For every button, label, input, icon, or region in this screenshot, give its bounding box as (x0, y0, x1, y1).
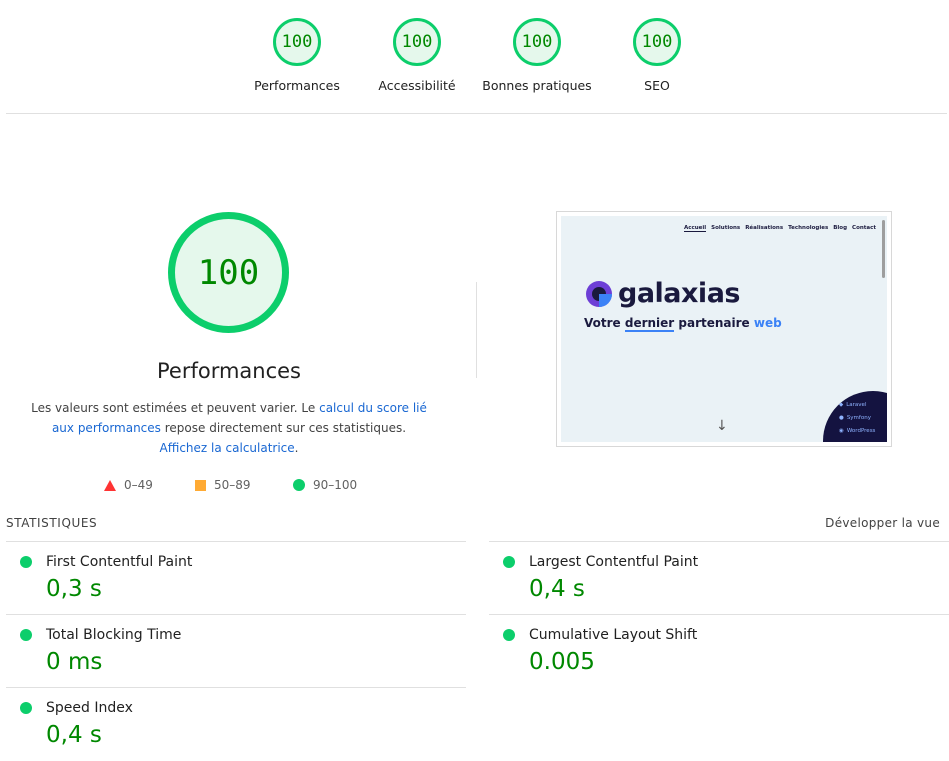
score-legend: 0–49 50–89 90–100 (0, 478, 460, 494)
tagline-text: Votre (584, 316, 625, 330)
metric-first-contentful-paint: First Contentful Paint 0,3 s (6, 542, 466, 614)
desc-text: repose directement sur ces statistiques. (160, 421, 407, 435)
metric-value: 0 ms (46, 649, 103, 675)
gauge-score: 100 (521, 32, 553, 52)
top-divider (6, 113, 947, 114)
calculator-link[interactable]: Affichez la calculatrice (159, 441, 295, 455)
performance-score: 100 (197, 252, 260, 293)
metric-cumulative-layout-shift: Cumulative Layout Shift 0.005 (489, 615, 949, 687)
vertical-divider (476, 282, 477, 378)
laravel-icon: ◆ (839, 402, 844, 408)
galaxias-logo: galaxias (584, 278, 740, 309)
thumbnail-nav-item: Réalisations (745, 225, 784, 231)
galaxias-wordmark: galaxias (618, 278, 740, 309)
thumbnail-nav-item: Blog (833, 225, 848, 231)
legend-range: 50–89 (214, 478, 251, 492)
metric-speed-index: Speed Index 0,4 s (6, 688, 466, 760)
gauge-ring: 100 (273, 18, 321, 66)
pass-circle-icon (20, 702, 32, 714)
gauge-ring: 100 (633, 18, 681, 66)
symfony-icon: ● (839, 415, 844, 421)
metric-total-blocking-time: Total Blocking Time 0 ms (6, 615, 466, 687)
badge-label: Symfony (846, 415, 871, 421)
fail-triangle-icon (104, 479, 116, 491)
gauge-label: Performances (254, 78, 340, 93)
category-gauges: 100 Performances 100 Accessibilité 100 B… (0, 18, 949, 100)
wordpress-icon: ◉ (839, 428, 844, 434)
gauge-score: 100 (401, 32, 433, 52)
badge-label: WordPress (846, 428, 876, 434)
performance-gauge: 100 (168, 212, 289, 333)
galaxias-logo-icon (586, 280, 612, 307)
gauge-seo[interactable]: 100 SEO (597, 18, 717, 93)
expand-view-toggle[interactable]: Développer la vue (825, 516, 940, 530)
gauge-ring: 100 (513, 18, 561, 66)
final-screenshot[interactable]: Accueil Solutions Réalisations Technolog… (556, 211, 892, 447)
metric-title: Largest Contentful Paint (529, 554, 699, 570)
badge-item: ◉ WordPress (839, 428, 887, 434)
legend-range: 0–49 (124, 478, 153, 492)
thumbnail-tagline: Votre dernier partenaire web (584, 316, 782, 332)
metric-title: Cumulative Layout Shift (529, 627, 698, 643)
gauge-ring: 100 (393, 18, 441, 66)
metric-value: 0,3 s (46, 576, 102, 602)
gauge-score: 100 (281, 32, 313, 52)
pass-circle-icon (293, 479, 305, 491)
tagline-underlined: dernier (624, 316, 675, 332)
metric-divider (489, 614, 949, 615)
badge-item: ● Symfony (839, 415, 887, 421)
metric-divider (6, 687, 466, 688)
legend-fail: 0–49 (104, 478, 153, 492)
performance-title: Performances (156, 359, 302, 383)
legend-pass: 90–100 (293, 478, 357, 492)
gauge-score: 100 (641, 32, 673, 52)
tagline-highlight: web (753, 316, 782, 330)
metric-divider (489, 541, 949, 542)
legend-range: 90–100 (313, 478, 358, 492)
thumbnail-nav-item: Technologies (788, 225, 829, 231)
tech-badge: ◆ Laravel ● Symfony ◉ WordPress (823, 391, 887, 442)
thumbnail-nav-item: Contact (852, 225, 876, 231)
pass-circle-icon (503, 556, 515, 568)
metric-divider (6, 614, 466, 615)
pass-circle-icon (20, 629, 32, 641)
desc-text: . (294, 441, 299, 455)
gauge-performances[interactable]: 100 Performances (237, 18, 357, 93)
metric-title: First Contentful Paint (46, 554, 193, 570)
metric-divider (6, 541, 466, 542)
badge-label: Laravel (846, 402, 867, 408)
tagline-text: partenaire (674, 316, 754, 330)
score-calculation-link[interactable]: calcul du score lié aux performances (51, 401, 427, 435)
scroll-down-arrow-icon: ↓ (716, 418, 728, 434)
gauge-label: Accessibilité (378, 78, 456, 93)
desc-text: Les valeurs sont estimées et peuvent var… (31, 401, 320, 415)
metric-value: 0.005 (529, 649, 595, 675)
legend-average: 50–89 (195, 478, 251, 492)
gauge-best-practices[interactable]: 100 Bonnes pratiques (477, 18, 597, 93)
metric-value: 0,4 s (46, 722, 102, 748)
thumbnail-nav-item: Solutions (711, 225, 741, 231)
gauge-label: SEO (644, 78, 670, 93)
performance-description: Les valeurs sont estimées et peuvent var… (30, 398, 428, 458)
pass-circle-icon (503, 629, 515, 641)
thumbnail-nav: Accueil Solutions Réalisations Technolog… (683, 225, 876, 232)
gauge-label: Bonnes pratiques (482, 78, 592, 93)
metric-largest-contentful-paint: Largest Contentful Paint 0,4 s (489, 542, 949, 614)
average-square-icon (195, 479, 206, 491)
gauge-accessibility[interactable]: 100 Accessibilité (357, 18, 477, 93)
badge-item: ◆ Laravel (839, 402, 887, 408)
metrics-header: STATISTIQUES (6, 516, 98, 530)
pass-circle-icon (20, 556, 32, 568)
metric-title: Total Blocking Time (46, 627, 182, 643)
thumbnail-scrollbar (882, 220, 885, 278)
screenshot-canvas: Accueil Solutions Réalisations Technolog… (561, 216, 887, 442)
metric-title: Speed Index (46, 700, 133, 716)
metric-value: 0,4 s (529, 576, 585, 602)
thumbnail-nav-item: Accueil (683, 225, 707, 232)
